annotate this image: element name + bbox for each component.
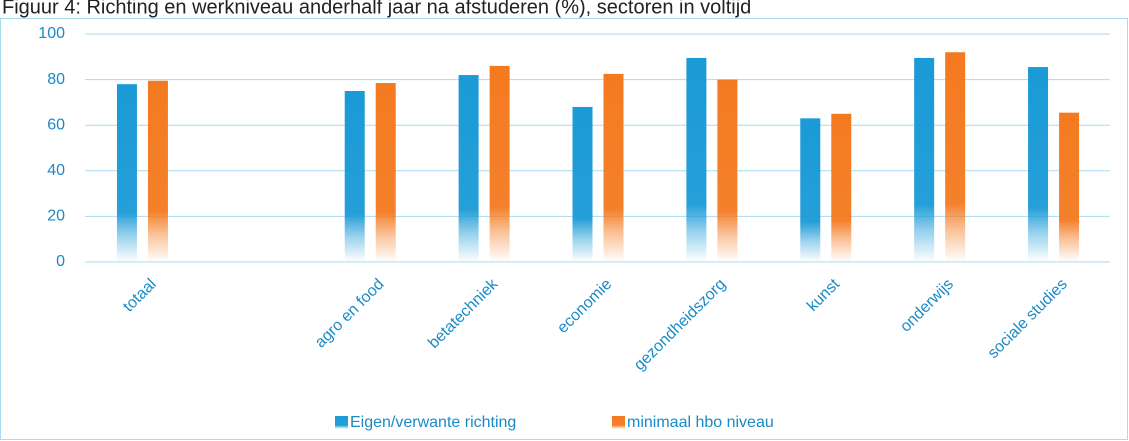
- y-tick-label: 80: [47, 71, 65, 88]
- bar: [831, 113, 852, 262]
- x-tick-label: betatechniek: [425, 275, 502, 352]
- bar: [375, 83, 396, 263]
- x-tick-label: kunst: [804, 275, 843, 314]
- bar: [489, 65, 510, 262]
- chart-border: [0, 18, 1128, 440]
- bar: [686, 57, 707, 262]
- bar: [945, 52, 966, 262]
- x-tick-label: agro en food: [312, 276, 388, 352]
- legend-swatch: [335, 416, 348, 429]
- chart-title: Figuur 4: Richting en werkniveau anderha…: [2, 0, 751, 18]
- legend-label: Eigen/verwante richting: [350, 414, 516, 431]
- y-tick-label: 100: [38, 25, 65, 42]
- y-tick-label: 60: [47, 116, 65, 133]
- bar: [572, 106, 593, 263]
- bar: [800, 118, 821, 262]
- legend: Eigen/verwante richting minimaal hbo nive…: [335, 414, 774, 431]
- bar: [147, 80, 168, 263]
- y-tick-label: 20: [47, 208, 65, 225]
- legend-label: minimaal hbo niveau: [627, 414, 774, 431]
- bar: [116, 84, 137, 262]
- legend-swatch: [612, 416, 625, 429]
- y-tick-label: 40: [47, 162, 65, 179]
- x-tick-label: gezondheidszorg: [631, 276, 729, 374]
- x-tick-label: economie: [554, 276, 615, 337]
- y-tick-label: 0: [56, 253, 65, 270]
- x-tick-label: onderwijs: [897, 276, 957, 336]
- x-tick-label: sociale studies: [985, 276, 1071, 362]
- bar: [458, 75, 479, 262]
- bar: [717, 79, 738, 262]
- bar: [914, 57, 935, 262]
- bar: [1059, 112, 1080, 262]
- x-tick-label: totaal: [120, 276, 160, 316]
- bar: [344, 91, 365, 262]
- bar: [1028, 67, 1049, 262]
- bar: [603, 73, 624, 263]
